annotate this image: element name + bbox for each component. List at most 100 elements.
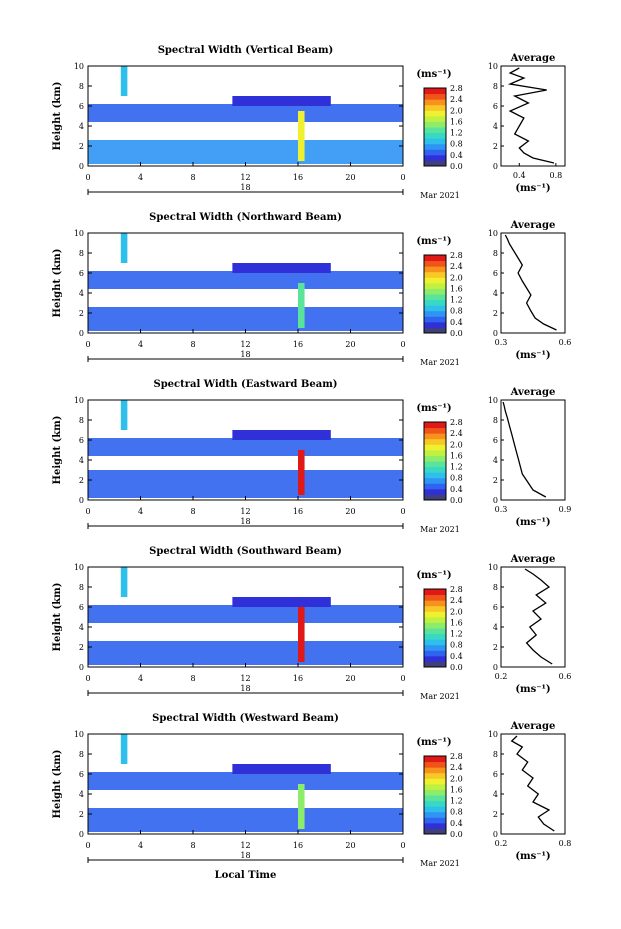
colorbar-tick-label: 0.4 [450, 151, 463, 160]
colorbar-tick-label: 0.4 [450, 652, 463, 661]
y-tick-label: 0 [79, 663, 84, 672]
colorbar-tick-label: 0.0 [450, 496, 463, 505]
colorbar-tick-label: 0.8 [450, 808, 463, 817]
colorbar-frame [423, 755, 447, 835]
colorbar-tick-label: 1.2 [450, 463, 463, 472]
avg-y-tick-label: 4 [493, 790, 498, 799]
colorbar-swatch [424, 277, 446, 284]
colorbar-swatch [424, 127, 446, 134]
colorbar-swatch [424, 422, 446, 429]
colorbar-swatch [424, 639, 446, 646]
average-frame [500, 65, 566, 167]
x-axis-label: Local Time [215, 870, 277, 881]
colorbar-swatch [424, 650, 446, 657]
average-unit: (ms⁻¹) [515, 684, 550, 695]
average-frame [500, 733, 566, 835]
x-tick-label: 20 [345, 173, 355, 182]
colorbar-tick-label: 1.2 [450, 129, 463, 138]
colorbar-swatch [424, 800, 446, 807]
colorbar-unit: (ms⁻¹) [416, 69, 451, 80]
colorbar-swatch [424, 622, 446, 629]
colorbar-swatch [424, 811, 446, 818]
colorbar-swatch [424, 661, 446, 668]
colorbar-tick-label: 1.6 [450, 117, 463, 126]
colorbar-tick-label: 0.8 [450, 140, 463, 149]
colorbar-swatch [424, 822, 446, 829]
y-axis-label: Height (km) [52, 416, 63, 485]
x-tick-label: 12 [240, 507, 250, 516]
y-tick-label: 10 [74, 229, 84, 238]
x-tick-label: 12 [240, 173, 250, 182]
colorbar-swatch [424, 121, 446, 128]
colorbar-tick-label: 2.4 [450, 262, 463, 271]
avg-y-tick-label: 0 [493, 496, 498, 505]
avg-y-tick-label: 10 [488, 730, 498, 739]
avg-x-tick-label: 0.3 [495, 338, 508, 347]
avg-x-tick-label: 0.8 [559, 839, 572, 848]
y-axis-label: Height (km) [52, 82, 63, 151]
panel-title: Spectral Width (Vertical Beam) [158, 45, 334, 56]
colorbar-swatch [424, 160, 446, 167]
colorbar-tick-label: 2.8 [450, 251, 463, 260]
colorbar-swatch [424, 761, 446, 768]
panel-3: Spectral Width (Eastward Beam) 0 2 4 6 8 10 Hei… [52, 379, 571, 534]
colorbar-tick-label: 2.8 [450, 585, 463, 594]
x-tick-label: 0 [85, 674, 90, 683]
colorbar-swatch [424, 260, 446, 267]
colorbar-tick-label: 2.4 [450, 429, 463, 438]
colorbar [423, 87, 447, 167]
colorbar-tick-label: 1.6 [450, 451, 463, 460]
heatmap-layer [298, 607, 305, 662]
heatmap-layer [120, 66, 128, 96]
y-tick-label: 4 [79, 122, 84, 131]
avg-x-tick-label: 0.3 [495, 505, 508, 514]
y-axis-label: Height (km) [52, 583, 63, 652]
colorbar-tick-label: 2.8 [450, 418, 463, 427]
avg-y-tick-label: 10 [488, 62, 498, 71]
x-tick-label: 0 [85, 173, 90, 182]
colorbar-swatch [424, 795, 446, 802]
colorbar-swatch [424, 438, 446, 445]
x-tick-label: 16 [293, 507, 303, 516]
heatmap-layer [232, 96, 331, 106]
colorbar-tick-label: 0.0 [450, 329, 463, 338]
colorbar [423, 588, 447, 668]
y-tick-label: 2 [79, 476, 84, 485]
date-label: Mar 2021 [420, 358, 460, 367]
colorbar-unit: (ms⁻¹) [416, 570, 451, 581]
panel-title: Spectral Width (Southward Beam) [149, 546, 342, 557]
avg-y-tick-label: 6 [493, 269, 498, 278]
y-tick-label: 10 [74, 563, 84, 572]
colorbar-swatch [424, 321, 446, 328]
heatmap-layer [88, 271, 403, 289]
colorbar-swatch [424, 138, 446, 145]
colorbar-tick-label: 1.6 [450, 618, 463, 627]
y-tick-label: 4 [79, 623, 84, 632]
y-axis-label: Height (km) [52, 249, 63, 318]
colorbar-unit: (ms⁻¹) [416, 236, 451, 247]
colorbar-swatch [424, 494, 446, 501]
x-tick-label: 20 [345, 674, 355, 683]
colorbar-tick-label: 2.4 [450, 95, 463, 104]
y-tick-label: 8 [79, 750, 84, 759]
colorbar-unit: (ms⁻¹) [416, 737, 451, 748]
panel-4: Spectral Width (Southward Beam) 0 2 4 6 8 10 He… [52, 546, 571, 701]
avg-y-tick-label: 8 [493, 583, 498, 592]
colorbar-tick-label: 2.0 [450, 440, 463, 449]
colorbar-swatch [424, 115, 446, 122]
colorbar-swatch [424, 93, 446, 100]
avg-y-tick-label: 4 [493, 289, 498, 298]
heatmap-layer [232, 764, 331, 774]
heatmap [88, 233, 403, 331]
avg-y-tick-label: 4 [493, 623, 498, 632]
colorbar-tick-label: 2.0 [450, 607, 463, 616]
heatmap-layer [120, 400, 128, 430]
y-tick-label: 2 [79, 142, 84, 151]
x-tick-label: 8 [190, 340, 195, 349]
colorbar [423, 254, 447, 334]
y-tick-label: 4 [79, 456, 84, 465]
colorbar-swatch [424, 104, 446, 111]
y-tick-label: 0 [79, 162, 84, 171]
average-unit: (ms⁻¹) [515, 851, 550, 862]
